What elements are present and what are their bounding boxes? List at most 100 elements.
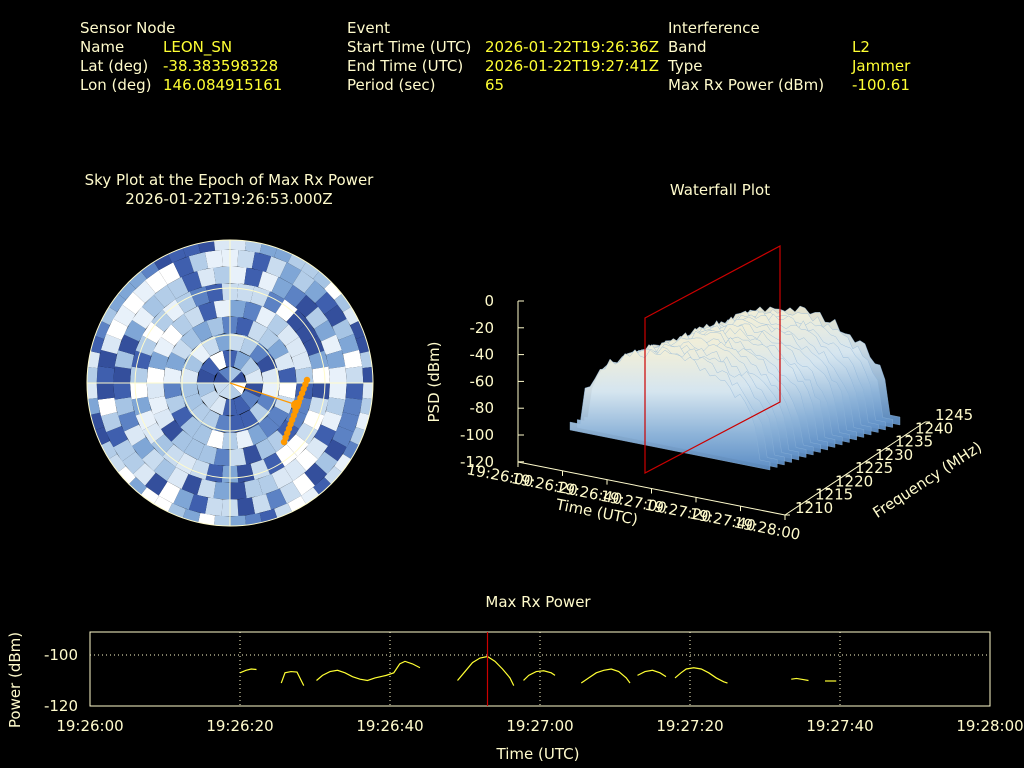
event-heading: Event	[347, 19, 390, 37]
sky-cell	[198, 301, 217, 322]
sky-cell	[213, 383, 230, 395]
sky-cell	[362, 383, 373, 400]
sky-cell	[192, 320, 213, 342]
sky-cell	[106, 425, 128, 448]
sky-cell	[141, 294, 165, 318]
sky-cell	[200, 335, 220, 357]
sky-cell	[113, 439, 136, 462]
sky-cell	[163, 383, 182, 399]
sky-cell	[166, 467, 189, 490]
sky-cell	[230, 299, 247, 318]
sensor-name-value: LEON_SN	[163, 38, 233, 56]
sky-cell	[230, 383, 242, 400]
sky-cell	[286, 434, 309, 457]
sky-cell	[214, 414, 230, 433]
sky-cell	[209, 350, 227, 370]
waterfall-z-tick-label: 0	[484, 292, 494, 310]
sky-cell	[205, 249, 223, 269]
waterfall-y-tick-label: 1230	[875, 446, 913, 464]
sky-cell	[258, 271, 279, 293]
sky-cell	[199, 356, 220, 376]
sky-cell	[151, 309, 174, 332]
waterfall-surface	[569, 305, 901, 471]
sky-cell	[295, 321, 318, 344]
sky-cell	[182, 393, 204, 413]
sensor-name-label: Name	[80, 38, 125, 56]
sky-cell	[188, 252, 209, 273]
sensor-lat-value: -38.383598328	[163, 57, 279, 75]
sky-cell	[230, 383, 247, 395]
sky-cell	[205, 283, 224, 303]
sky-cell	[324, 304, 347, 327]
sky-cell	[267, 313, 289, 336]
sky-cell	[237, 249, 255, 269]
sky-cell	[196, 512, 216, 526]
sky-cell	[266, 256, 287, 278]
sky-cell	[118, 411, 140, 432]
sky-cell	[236, 316, 254, 337]
sky-cell	[123, 265, 147, 289]
event-end-label: End Time (UTC)	[347, 57, 464, 75]
sensor-lat-label: Lat (deg)	[80, 57, 149, 75]
sky-plot	[86, 239, 374, 527]
sky-cell	[267, 406, 290, 428]
sky-cell	[170, 338, 193, 360]
interference-type-label: Type	[668, 57, 703, 75]
sky-cell	[240, 390, 261, 410]
sky-cell	[163, 367, 182, 383]
maxpower-x-label: Time (UTC)	[496, 745, 580, 763]
sky-cell	[188, 493, 209, 514]
sky-cell	[271, 276, 294, 299]
sky-max-power-point	[291, 400, 301, 410]
sky-cell	[87, 349, 101, 369]
sky-cell	[160, 324, 183, 346]
sky-cell	[87, 366, 98, 383]
sky-cell	[230, 366, 242, 383]
sky-cell	[230, 333, 246, 352]
sky-cell	[345, 383, 364, 400]
sky-cell	[255, 306, 277, 328]
sky-cell	[189, 342, 211, 364]
waterfall-y-tick-label: 1220	[835, 472, 873, 490]
waterfall-z-tick-label: -40	[470, 346, 495, 364]
sky-cell	[244, 512, 264, 526]
interference-band-label: Band	[668, 38, 707, 56]
waterfall-z-label: PSD (dBm)	[425, 341, 443, 422]
sky-cell	[175, 452, 197, 475]
sky-cell	[279, 481, 302, 504]
sky-cell	[213, 481, 230, 500]
sky-cell	[214, 333, 230, 352]
event-end-value: 2026-01-22T19:27:41Z	[485, 57, 659, 75]
sky-cell	[261, 367, 280, 383]
sky-cell	[338, 412, 360, 433]
sky-cell	[87, 397, 101, 417]
sky-cell	[233, 396, 251, 416]
sky-cell	[181, 473, 202, 495]
waterfall-y-tick-label: 1225	[855, 459, 893, 477]
sky-cell	[291, 351, 312, 370]
maxpower-x-tick-label: 19:26:20	[206, 717, 273, 735]
maxpower-x-tick-label: 19:27:20	[656, 717, 723, 735]
sky-cell	[314, 424, 337, 447]
sky-cell	[328, 383, 347, 400]
sky-cell	[343, 397, 363, 417]
sky-cell	[158, 481, 181, 504]
sky-cell	[192, 424, 213, 446]
sky-cell	[230, 414, 246, 433]
sky-cell	[275, 444, 298, 467]
waterfall-y-tick-label: 1215	[815, 486, 853, 504]
maxpower-x-tick-label: 19:27:40	[806, 717, 873, 735]
sky-cell	[312, 383, 330, 400]
sky-cell	[218, 366, 230, 383]
sky-cell	[285, 336, 307, 358]
sky-cell	[292, 270, 315, 294]
sky-cell	[324, 466, 348, 490]
waterfall-z-tick-label: -120	[460, 453, 494, 471]
sky-cell	[181, 271, 202, 293]
sky-cell	[338, 333, 360, 354]
sky-cell	[182, 353, 204, 373]
sky-cell	[170, 406, 193, 428]
sky-cell	[230, 481, 247, 500]
sky-cell	[197, 478, 216, 499]
sky-cell	[209, 396, 227, 416]
